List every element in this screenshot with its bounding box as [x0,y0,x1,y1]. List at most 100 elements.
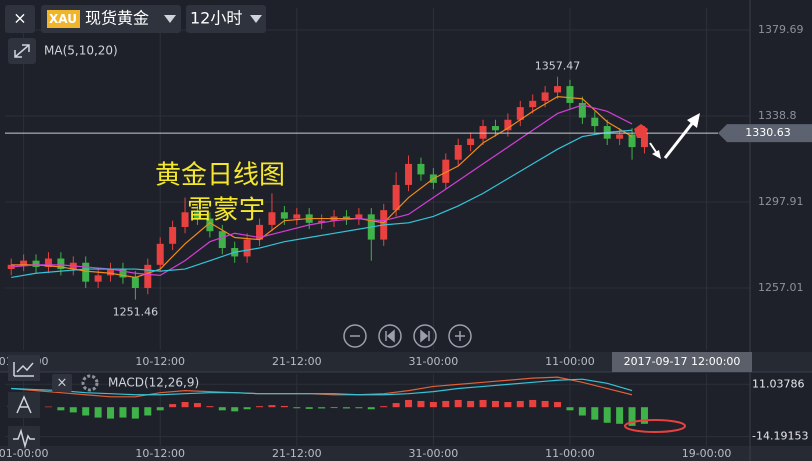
zoom-out-button[interactable] [343,324,367,348]
candle-body [169,226,177,244]
histogram-bar [392,403,400,408]
candle-body [342,216,350,219]
candle-body [591,117,599,127]
histogram-bar [193,403,201,408]
close-icon: × [13,9,26,28]
x-tick-label: 01-00:00 [0,447,48,460]
histogram-bar [640,407,648,424]
candle-body [504,119,512,131]
histogram-bar [342,407,350,409]
histogram-bar [280,405,288,408]
candle-body [156,243,164,265]
indicator-line [11,96,633,279]
candle-body [628,134,636,148]
x-tick-label: 10-12:00 [135,355,185,368]
arrow-head [652,150,661,159]
histogram-bar [144,407,152,416]
histogram-bar [405,399,413,408]
histogram-bar [181,402,189,408]
y-tick-label: 11.03786 [752,377,805,390]
candle-body [280,212,288,219]
annotation: 雷蒙宇 [187,196,265,226]
histogram-bar [367,407,375,410]
histogram-bar [355,407,363,409]
cursor-date-box [612,352,752,372]
candle-body [616,134,624,139]
x-tick-label: 21-12:00 [272,355,322,368]
overlay: 1379.69 1338.8 1297.91 1257.01 1357.47 1251.4… [0,23,812,460]
settings-icon[interactable] [81,374,99,392]
low-label: 1251.46 [113,306,159,319]
macd-close-button[interactable] [52,374,72,392]
candle-body [454,144,462,160]
candle-body [529,100,537,108]
histogram-bar [454,399,462,408]
highlight-ellipse [624,419,686,433]
y-tick-label: 1379.69 [758,23,804,36]
close-button[interactable] [5,5,35,33]
histogram-bar [231,407,239,412]
candle-body [640,132,648,148]
current-price-label: 1330.63 [745,126,791,139]
macd-close-icon: × [57,376,68,391]
tool-icon [13,428,35,449]
tool-icon [13,362,34,377]
period-select[interactable] [186,5,266,33]
histogram-bar [516,400,524,408]
period-name: 12小时 [190,9,242,28]
candle-body [218,231,226,249]
candle-body [318,220,326,223]
candle-body [193,212,201,219]
candle-body [119,269,127,278]
candle-body [417,163,425,175]
nav-buttons [343,324,472,348]
histogram-bar [491,400,499,408]
tool-button[interactable] [8,426,40,450]
histogram-bar [616,407,624,424]
histogram-bar [57,407,65,411]
candle-body [57,258,65,270]
x-tick-label: 19-00:00 [682,447,732,460]
candle-body [566,86,574,103]
candle-body [206,218,214,232]
histogram-bar [318,407,326,409]
histogram-bar [417,400,425,408]
candle-body [479,126,487,139]
cursor-date-label: 2017-09-17 12:00:00 [624,355,741,368]
indicator-line [11,129,633,279]
arrow-head [687,113,700,128]
candle-body [392,184,400,211]
x-axis-band [0,352,812,372]
candle-body [491,126,499,131]
histogram-bar [156,407,164,411]
zoom-in-button[interactable] [448,324,472,348]
candle-body [144,264,152,288]
histogram-bar [330,407,338,409]
histogram-bar [305,407,313,409]
candle-body [541,92,549,101]
back-button[interactable] [378,324,402,348]
symbol-badge-text: XAU [49,12,77,26]
y-tick-label: 1338.8 [758,109,797,122]
histogram-bar [119,407,127,418]
histogram-bar [69,407,77,413]
histogram-bar [479,399,487,408]
candle-body [131,277,139,288]
position-marker [634,124,648,138]
y-tick-label: 1257.01 [758,281,804,294]
histogram-bar [206,406,214,408]
candle-body [94,275,102,282]
candle-body [181,212,189,227]
candle-body [268,212,276,225]
candle-body [107,269,115,276]
histogram-bar [94,407,102,418]
forward-button[interactable] [413,324,437,348]
candle-body [467,138,475,145]
macd-label: MACD(12,26,9) [108,376,199,390]
histogram-bar [541,400,549,408]
symbol-name: 现货黄金 [85,9,149,28]
candle-body [554,86,562,93]
histogram-bar [169,404,177,408]
current-price-box [718,124,812,143]
candle-body [44,258,52,267]
